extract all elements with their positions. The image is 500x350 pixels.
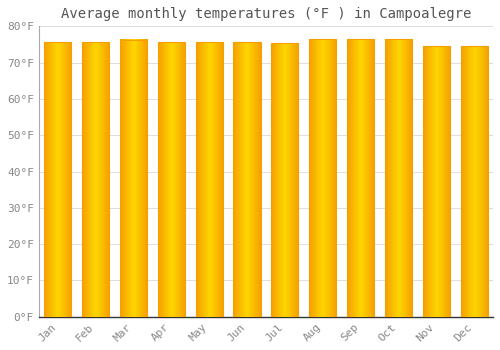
Bar — [44, 42, 72, 317]
Bar — [271, 43, 298, 317]
Bar — [158, 42, 185, 317]
Bar — [309, 39, 336, 317]
Bar — [460, 46, 488, 317]
Bar — [120, 40, 147, 317]
Title: Average monthly temperatures (°F ) in Campoalegre: Average monthly temperatures (°F ) in Ca… — [60, 7, 471, 21]
Bar — [422, 46, 450, 317]
Bar — [234, 42, 260, 317]
Bar — [347, 39, 374, 317]
Bar — [196, 42, 223, 317]
Bar — [385, 39, 412, 317]
Bar — [82, 42, 109, 317]
